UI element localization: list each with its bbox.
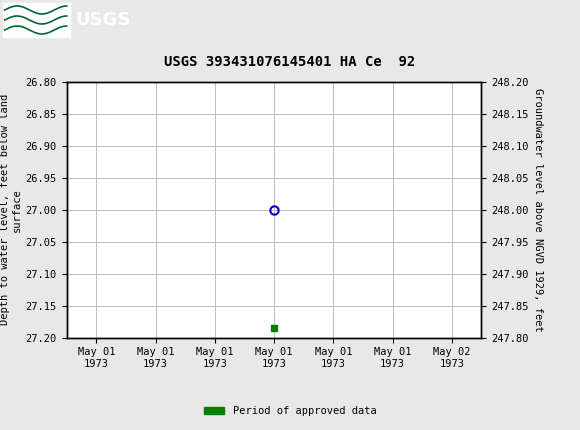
Text: USGS 393431076145401 HA Ce  92: USGS 393431076145401 HA Ce 92: [164, 55, 416, 69]
Legend: Period of approved data: Period of approved data: [200, 402, 380, 421]
Y-axis label: Depth to water level, feet below land
surface: Depth to water level, feet below land su…: [0, 94, 21, 325]
Y-axis label: Groundwater level above NGVD 1929, feet: Groundwater level above NGVD 1929, feet: [533, 88, 543, 332]
Text: USGS: USGS: [75, 11, 130, 29]
FancyBboxPatch shape: [3, 3, 70, 37]
